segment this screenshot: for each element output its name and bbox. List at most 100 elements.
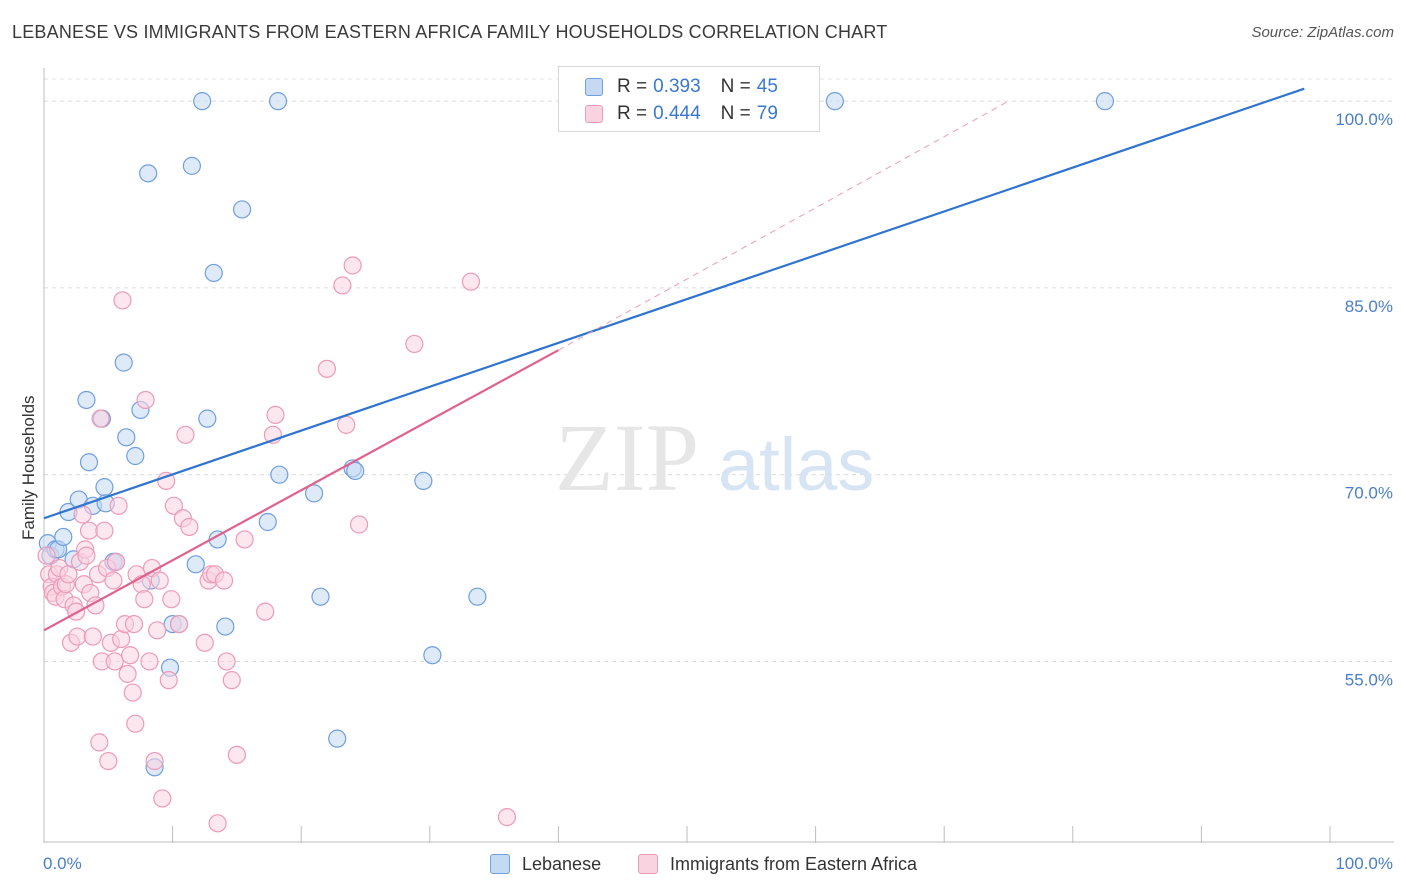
eastern-africa-point — [405, 334, 424, 354]
eastern-africa-point — [169, 614, 189, 634]
eastern-africa-trend-extension — [558, 100, 1009, 351]
n-value: 79 — [756, 103, 778, 124]
lebanese-point — [77, 390, 96, 410]
stats-legend: R = 0.393 N = 45 R = 0.444 N = 79 — [558, 66, 820, 132]
eastern-africa-swatch — [585, 105, 603, 123]
lebanese-point — [186, 555, 205, 574]
eastern-africa-point — [227, 745, 246, 764]
eastern-africa-point — [150, 571, 169, 590]
eastern-africa-point — [106, 552, 126, 571]
eastern-africa-point — [222, 671, 241, 690]
trend-layer — [43, 87, 1305, 632]
eastern-africa-point — [136, 390, 155, 410]
eastern-africa-point — [105, 652, 124, 671]
eastern-africa-point — [337, 415, 356, 434]
eastern-africa-point — [195, 633, 214, 652]
eastern-africa-point — [333, 276, 352, 295]
eastern-africa-point — [148, 621, 167, 640]
eastern-africa-point — [214, 571, 234, 590]
eastern-africa-point — [95, 521, 114, 540]
lebanese-point — [54, 527, 73, 547]
lebanese-point — [328, 729, 347, 748]
eastern-africa-point — [77, 546, 96, 565]
eastern-africa-point — [140, 652, 159, 671]
eastern-africa-point — [113, 291, 132, 310]
lebanese-legend-swatch — [490, 854, 510, 874]
chart-title: LEBANESE VS IMMIGRANTS FROM EASTERN AFRI… — [12, 22, 888, 42]
n-label: N = — [720, 76, 751, 97]
eastern-africa-point — [317, 359, 337, 378]
lebanese-swatch — [585, 78, 603, 96]
eastern-africa-point — [162, 590, 181, 609]
eastern-africa-point — [68, 627, 87, 646]
eastern-africa-point — [208, 814, 227, 833]
lebanese-point — [216, 617, 235, 636]
eastern-africa-point — [121, 646, 140, 665]
points-layer — [37, 92, 1115, 833]
eastern-africa-point — [118, 664, 137, 684]
eastern-africa-point — [164, 496, 183, 515]
eastern-africa-point — [217, 652, 236, 671]
lebanese-point — [468, 587, 487, 606]
x-tick-label-min: 0.0% — [43, 854, 82, 873]
eastern-africa-point — [91, 409, 110, 428]
eastern-africa-point — [343, 256, 362, 275]
lebanese-point — [1095, 92, 1115, 111]
y-tick-label: 85.0% — [1345, 297, 1393, 316]
eastern-africa-point — [123, 683, 142, 702]
eastern-africa-point — [126, 714, 145, 733]
eastern-africa-trend-line — [43, 349, 559, 632]
lebanese-point — [95, 478, 114, 497]
lebanese-point — [304, 484, 324, 503]
eastern-africa-point — [235, 530, 254, 549]
eastern-africa-point — [135, 590, 154, 609]
eastern-africa-point — [461, 272, 481, 291]
lebanese-point — [311, 587, 330, 606]
eastern-africa-point — [497, 807, 517, 827]
legend-item-lebanese[interactable]: Lebanese — [490, 852, 601, 876]
eastern-africa-point — [159, 671, 178, 690]
eastern-africa-point — [256, 602, 275, 621]
eastern-africa-point — [266, 405, 285, 425]
legend-item-eastern-africa[interactable]: Immigrants from Eastern Africa — [638, 852, 917, 876]
watermark: ZIP atlas — [555, 404, 874, 511]
eastern-africa-point — [349, 515, 369, 534]
lebanese-point — [268, 92, 288, 111]
y-tick-label: 70.0% — [1345, 484, 1393, 503]
stats-legend-row-lebanese: R = 0.393 N = 45 — [585, 75, 778, 99]
lebanese-point — [117, 428, 136, 447]
eastern-africa-point — [73, 505, 92, 524]
lebanese-point — [79, 453, 99, 472]
lebanese-point — [193, 92, 212, 111]
stats-legend-row-eastern-africa: R = 0.444 N = 79 — [585, 102, 778, 126]
lebanese-point — [232, 200, 252, 219]
eastern-africa-point — [109, 496, 128, 515]
r-label: R = — [617, 103, 648, 124]
lebanese-point — [198, 409, 217, 428]
n-value: 45 — [756, 76, 778, 97]
watermark-zip: ZIP — [555, 404, 699, 511]
r-value: 0.393 — [653, 76, 701, 97]
lebanese-trend-line — [43, 87, 1305, 520]
r-value: 0.444 — [653, 103, 701, 124]
grid-layer — [44, 78, 1394, 662]
n-label: N = — [720, 103, 751, 124]
eastern-africa-legend-swatch — [638, 854, 658, 874]
watermark-atlas: atlas — [718, 423, 874, 506]
lebanese-point — [423, 646, 442, 665]
lebanese-point — [139, 164, 158, 183]
legend-label-lebanese: Lebanese — [522, 853, 602, 874]
eastern-africa-point — [153, 789, 172, 808]
eastern-africa-point — [83, 627, 102, 646]
eastern-africa-point — [37, 546, 56, 565]
eastern-africa-point — [157, 471, 176, 491]
lebanese-point — [204, 263, 223, 283]
eastern-africa-point — [124, 614, 144, 634]
eastern-africa-point — [99, 751, 118, 771]
legend-label-eastern-africa: Immigrants from Eastern Africa — [670, 853, 918, 874]
lebanese-point — [114, 353, 133, 372]
lebanese-point — [182, 156, 201, 175]
chart-source: Source: ZipAtlas.com — [1251, 24, 1394, 41]
lebanese-point — [126, 446, 145, 466]
